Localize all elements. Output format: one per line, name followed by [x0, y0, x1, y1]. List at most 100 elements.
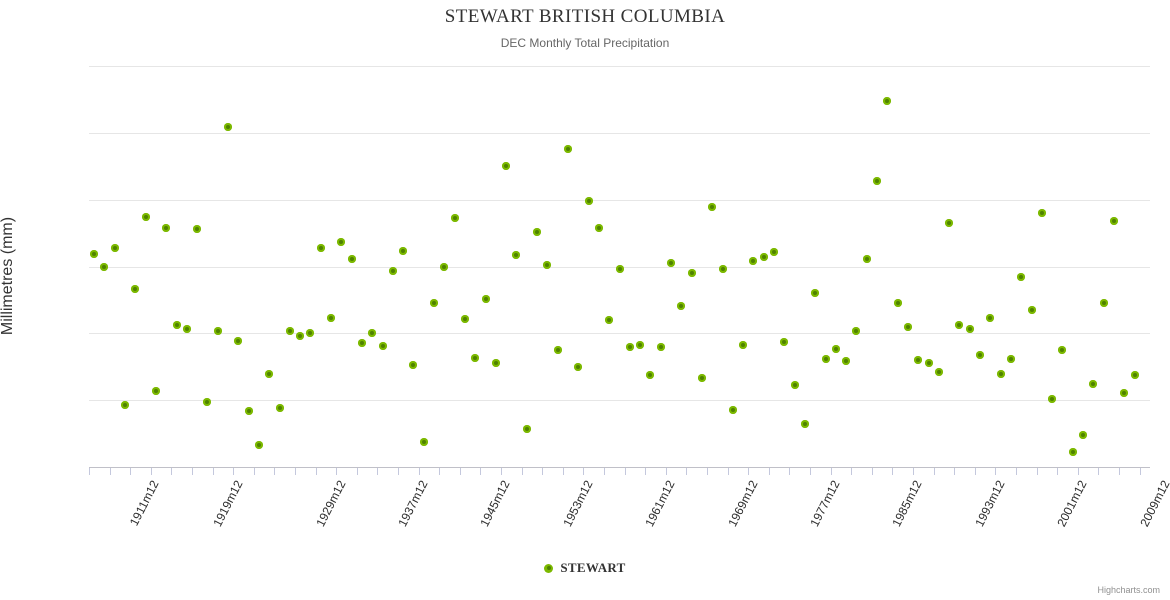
- data-point[interactable]: [945, 219, 954, 228]
- data-point[interactable]: [996, 370, 1005, 379]
- data-point[interactable]: [1130, 371, 1139, 380]
- data-point[interactable]: [1027, 305, 1036, 314]
- data-point[interactable]: [1109, 217, 1118, 226]
- data-point[interactable]: [399, 247, 408, 256]
- data-point[interactable]: [708, 203, 717, 212]
- data-point[interactable]: [862, 255, 871, 264]
- data-point[interactable]: [388, 266, 397, 275]
- data-point[interactable]: [337, 237, 346, 246]
- data-point[interactable]: [100, 262, 109, 271]
- data-point[interactable]: [512, 251, 521, 260]
- data-point[interactable]: [605, 315, 614, 324]
- data-point[interactable]: [831, 345, 840, 354]
- data-point[interactable]: [172, 320, 181, 329]
- data-point[interactable]: [460, 315, 469, 324]
- data-point[interactable]: [481, 294, 490, 303]
- data-point[interactable]: [285, 326, 294, 335]
- data-point[interactable]: [193, 225, 202, 234]
- data-point[interactable]: [450, 214, 459, 223]
- data-point[interactable]: [440, 263, 449, 272]
- data-point[interactable]: [203, 398, 212, 407]
- data-point[interactable]: [790, 380, 799, 389]
- data-point[interactable]: [656, 342, 665, 351]
- data-point[interactable]: [90, 249, 99, 258]
- data-point[interactable]: [800, 419, 809, 428]
- data-point[interactable]: [533, 227, 542, 236]
- data-point[interactable]: [491, 359, 500, 368]
- data-point[interactable]: [151, 386, 160, 395]
- data-point[interactable]: [357, 338, 366, 347]
- data-point[interactable]: [563, 144, 572, 153]
- data-point[interactable]: [121, 400, 130, 409]
- data-point[interactable]: [1079, 430, 1088, 439]
- data-point[interactable]: [553, 346, 562, 355]
- data-point[interactable]: [265, 370, 274, 379]
- data-point[interactable]: [347, 255, 356, 264]
- data-point[interactable]: [1006, 355, 1015, 364]
- data-point[interactable]: [1037, 209, 1046, 218]
- data-point[interactable]: [914, 356, 923, 365]
- data-point[interactable]: [759, 253, 768, 262]
- data-point[interactable]: [986, 313, 995, 322]
- data-point[interactable]: [934, 368, 943, 377]
- data-point[interactable]: [306, 329, 315, 338]
- data-point[interactable]: [471, 354, 480, 363]
- data-point[interactable]: [182, 325, 191, 334]
- data-point[interactable]: [213, 327, 222, 336]
- data-point[interactable]: [1068, 447, 1077, 456]
- data-point[interactable]: [131, 284, 140, 293]
- data-point[interactable]: [893, 298, 902, 307]
- data-point[interactable]: [522, 424, 531, 433]
- credits-label[interactable]: Highcharts.com: [1097, 585, 1160, 595]
- data-point[interactable]: [502, 162, 511, 171]
- data-point[interactable]: [110, 244, 119, 253]
- data-point[interactable]: [409, 361, 418, 370]
- data-point[interactable]: [1017, 272, 1026, 281]
- data-point[interactable]: [677, 301, 686, 310]
- data-point[interactable]: [646, 371, 655, 380]
- data-point[interactable]: [378, 342, 387, 351]
- data-point[interactable]: [852, 326, 861, 335]
- data-point[interactable]: [1099, 298, 1108, 307]
- data-point[interactable]: [594, 224, 603, 233]
- data-point[interactable]: [965, 324, 974, 333]
- data-point[interactable]: [224, 123, 233, 132]
- data-point[interactable]: [162, 224, 171, 233]
- data-point[interactable]: [728, 405, 737, 414]
- data-point[interactable]: [316, 244, 325, 253]
- data-point[interactable]: [924, 359, 933, 368]
- data-point[interactable]: [749, 257, 758, 266]
- data-point[interactable]: [636, 340, 645, 349]
- data-point[interactable]: [430, 299, 439, 308]
- data-point[interactable]: [1058, 346, 1067, 355]
- data-point[interactable]: [419, 437, 428, 446]
- data-point[interactable]: [1048, 395, 1057, 404]
- data-point[interactable]: [697, 374, 706, 383]
- data-point[interactable]: [574, 363, 583, 372]
- data-point[interactable]: [625, 342, 634, 351]
- data-point[interactable]: [821, 355, 830, 364]
- data-point[interactable]: [976, 350, 985, 359]
- legend[interactable]: STEWART: [0, 560, 1170, 576]
- data-point[interactable]: [368, 329, 377, 338]
- data-point[interactable]: [275, 403, 284, 412]
- data-point[interactable]: [687, 268, 696, 277]
- data-point[interactable]: [1089, 380, 1098, 389]
- data-point[interactable]: [873, 176, 882, 185]
- data-point[interactable]: [718, 265, 727, 274]
- legend-item-stewart[interactable]: STEWART: [560, 560, 626, 575]
- data-point[interactable]: [770, 248, 778, 257]
- data-point[interactable]: [327, 313, 336, 322]
- data-point[interactable]: [244, 406, 253, 415]
- data-point[interactable]: [141, 213, 150, 222]
- data-point[interactable]: [254, 440, 263, 449]
- data-point[interactable]: [883, 97, 892, 106]
- data-point[interactable]: [811, 288, 820, 297]
- data-point[interactable]: [667, 259, 675, 268]
- data-point[interactable]: [584, 197, 593, 205]
- data-point[interactable]: [955, 321, 964, 330]
- data-point[interactable]: [543, 261, 552, 270]
- data-point[interactable]: [296, 332, 305, 340]
- data-point[interactable]: [234, 337, 243, 346]
- data-point[interactable]: [739, 340, 748, 349]
